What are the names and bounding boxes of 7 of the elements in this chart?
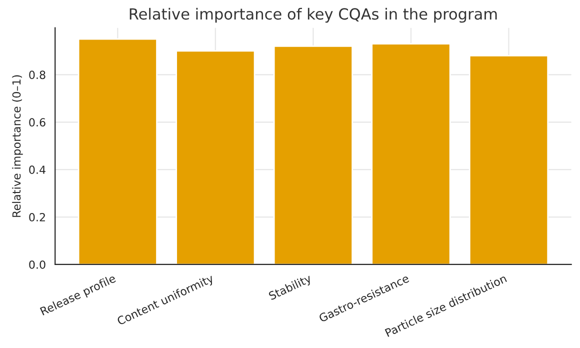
y-tick-label: 0.4	[29, 166, 46, 174]
y-tick-label: 0.2	[29, 213, 45, 222]
y-tick-label: 0.6	[29, 118, 46, 127]
y-axis-title: Relative importance (0–1)	[12, 75, 23, 217]
chart-title: Relative importance of key CQAs in the program	[130, 8, 497, 23]
y-tick-label: 0.8	[29, 70, 46, 80]
y-tick-label: 0.0	[29, 260, 46, 269]
